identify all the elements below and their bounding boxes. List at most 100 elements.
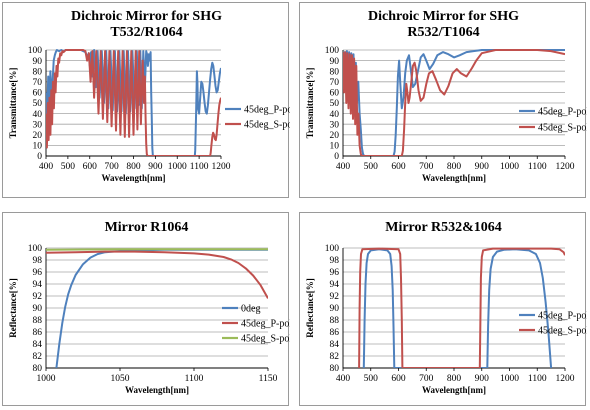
legend-label: 45deg_S-pol [244, 120, 290, 131]
y-tick-label: 80 [33, 364, 43, 374]
x-tick-label: 1200 [556, 162, 575, 172]
legend-label: 45deg_P-pol [538, 311, 587, 322]
series-line-45deg-s-pol [46, 248, 268, 251]
y-tick-label: 100 [28, 46, 43, 56]
legend-label: 45deg_S-pol [538, 123, 587, 134]
y-tick-label: 96 [33, 268, 43, 278]
y-axis-title: Transmittance[%] [305, 68, 315, 139]
y-tick-label: 70 [33, 78, 43, 88]
y-tick-label: 96 [330, 268, 340, 278]
x-axis-title: Wavelength[nm] [125, 385, 189, 395]
y-tick-label: 60 [33, 89, 43, 99]
y-tick-label: 30 [330, 120, 340, 130]
chart-subtitle: R532/T1064 [407, 25, 479, 40]
x-tick-label: 400 [336, 162, 351, 172]
y-tick-label: 100 [325, 46, 340, 56]
y-tick-label: 10 [33, 142, 43, 152]
x-tick-label: 500 [364, 162, 379, 172]
chart-panel-2: Dichroic Mirror for SHG R532/T1064 0 10 20 30… [299, 2, 587, 198]
x-tick-label: 700 [419, 162, 434, 172]
series-line-45deg-s-pol [358, 247, 565, 368]
y-tick-label: 40 [330, 110, 340, 120]
y-tick-label: 90 [330, 57, 340, 67]
y-axis-title: Reflectance[%] [8, 278, 18, 337]
x-tick-label: 500 [61, 162, 76, 172]
legend-label: 0deg [241, 304, 260, 315]
y-tick-label: 0 [334, 152, 339, 162]
y-tick-label: 70 [330, 78, 340, 88]
x-tick-label: 600 [83, 162, 98, 172]
y-tick-label: 86 [330, 328, 340, 338]
series-line-45deg-s-pol [46, 49, 221, 156]
series-line-45deg-p-pol [362, 248, 553, 368]
x-tick-label: 800 [447, 162, 462, 172]
legend-label: 45deg_P-pol [244, 105, 290, 116]
y-tick-label: 80 [33, 67, 43, 77]
y-tick-label: 84 [33, 340, 43, 350]
x-tick-label: 1000 [500, 374, 519, 384]
y-tick-label: 30 [33, 120, 43, 130]
x-axis-title: Wavelength[nm] [422, 173, 486, 183]
x-tick-label: 900 [475, 374, 490, 384]
y-tick-label: 82 [330, 352, 340, 362]
chart-title: Mirror R1064 [105, 220, 189, 235]
y-axis-title: Reflectance[%] [305, 278, 315, 337]
x-tick-label: 800 [126, 162, 141, 172]
y-tick-label: 92 [330, 292, 340, 302]
y-tick-label: 20 [330, 131, 340, 141]
x-tick-label: 1200 [556, 374, 575, 384]
y-tick-label: 20 [33, 131, 43, 141]
chart-panel-4: Mirror R532&1064 80 82 84 86 88 90 92 94 96 98 100 4… [299, 212, 587, 406]
x-tick-label: 1200 [212, 162, 231, 172]
y-tick-label: 50 [330, 99, 340, 109]
y-tick-label: 98 [33, 256, 43, 266]
y-tick-label: 80 [330, 364, 340, 374]
x-tick-label: 800 [447, 374, 462, 384]
chart-subtitle: T532/R1064 [110, 25, 182, 40]
legend-label: 45deg_S-pol [241, 334, 290, 345]
chart-panel-3: Mirror R1064 80 82 84 86 88 90 92 94 96 98 100 1000 1… [2, 212, 290, 406]
chart-panel-1: Dichroic Mirror for SHG T532/R1064 0 10 20 30… [2, 2, 290, 198]
y-tick-label: 50 [33, 99, 43, 109]
y-tick-label: 0 [37, 152, 42, 162]
x-tick-label: 1100 [185, 374, 204, 384]
chart-title: Dichroic Mirror for SHG [71, 9, 222, 24]
x-tick-label: 1100 [528, 374, 547, 384]
y-tick-label: 98 [330, 256, 340, 266]
x-tick-label: 600 [391, 162, 406, 172]
y-tick-label: 100 [28, 244, 43, 254]
y-tick-label: 88 [33, 316, 43, 326]
x-tick-label: 1100 [528, 162, 547, 172]
legend-label: 45deg_S-pol [538, 326, 587, 337]
x-tick-label: 600 [391, 374, 406, 384]
legend-label: 45deg_P-pol [538, 107, 587, 118]
y-tick-label: 84 [330, 340, 340, 350]
y-tick-label: 94 [330, 280, 340, 290]
x-tick-label: 900 [475, 162, 490, 172]
x-tick-label: 900 [148, 162, 163, 172]
x-axis-title: Wavelength[nm] [422, 385, 486, 395]
series-line-45deg-p-pol [46, 250, 268, 299]
y-tick-label: 92 [33, 292, 43, 302]
y-tick-label: 90 [33, 57, 43, 67]
x-axis-title: Wavelength[nm] [102, 173, 166, 183]
y-tick-label: 86 [33, 328, 43, 338]
series-line-45deg-s-pol [343, 49, 565, 156]
y-tick-label: 80 [330, 67, 340, 77]
chart-title: Dichroic Mirror for SHG [368, 9, 519, 24]
x-tick-label: 1000 [168, 162, 187, 172]
y-tick-label: 90 [330, 304, 340, 314]
y-tick-label: 94 [33, 280, 43, 290]
y-tick-label: 60 [330, 89, 340, 99]
y-tick-label: 100 [325, 244, 340, 254]
y-tick-label: 88 [330, 316, 340, 326]
legend-label: 45deg_P-pol [241, 319, 290, 330]
chart-svg-4: Mirror R532&1064 80 82 84 86 88 90 92 94 96 98 100 4… [305, 220, 587, 395]
x-tick-label: 1150 [259, 374, 278, 384]
x-tick-label: 700 [105, 162, 120, 172]
chart-title: Mirror R532&1064 [385, 220, 502, 235]
y-axis-title: Transmittance[%] [8, 68, 18, 139]
x-tick-label: 1050 [111, 374, 130, 384]
x-tick-label: 500 [364, 374, 379, 384]
